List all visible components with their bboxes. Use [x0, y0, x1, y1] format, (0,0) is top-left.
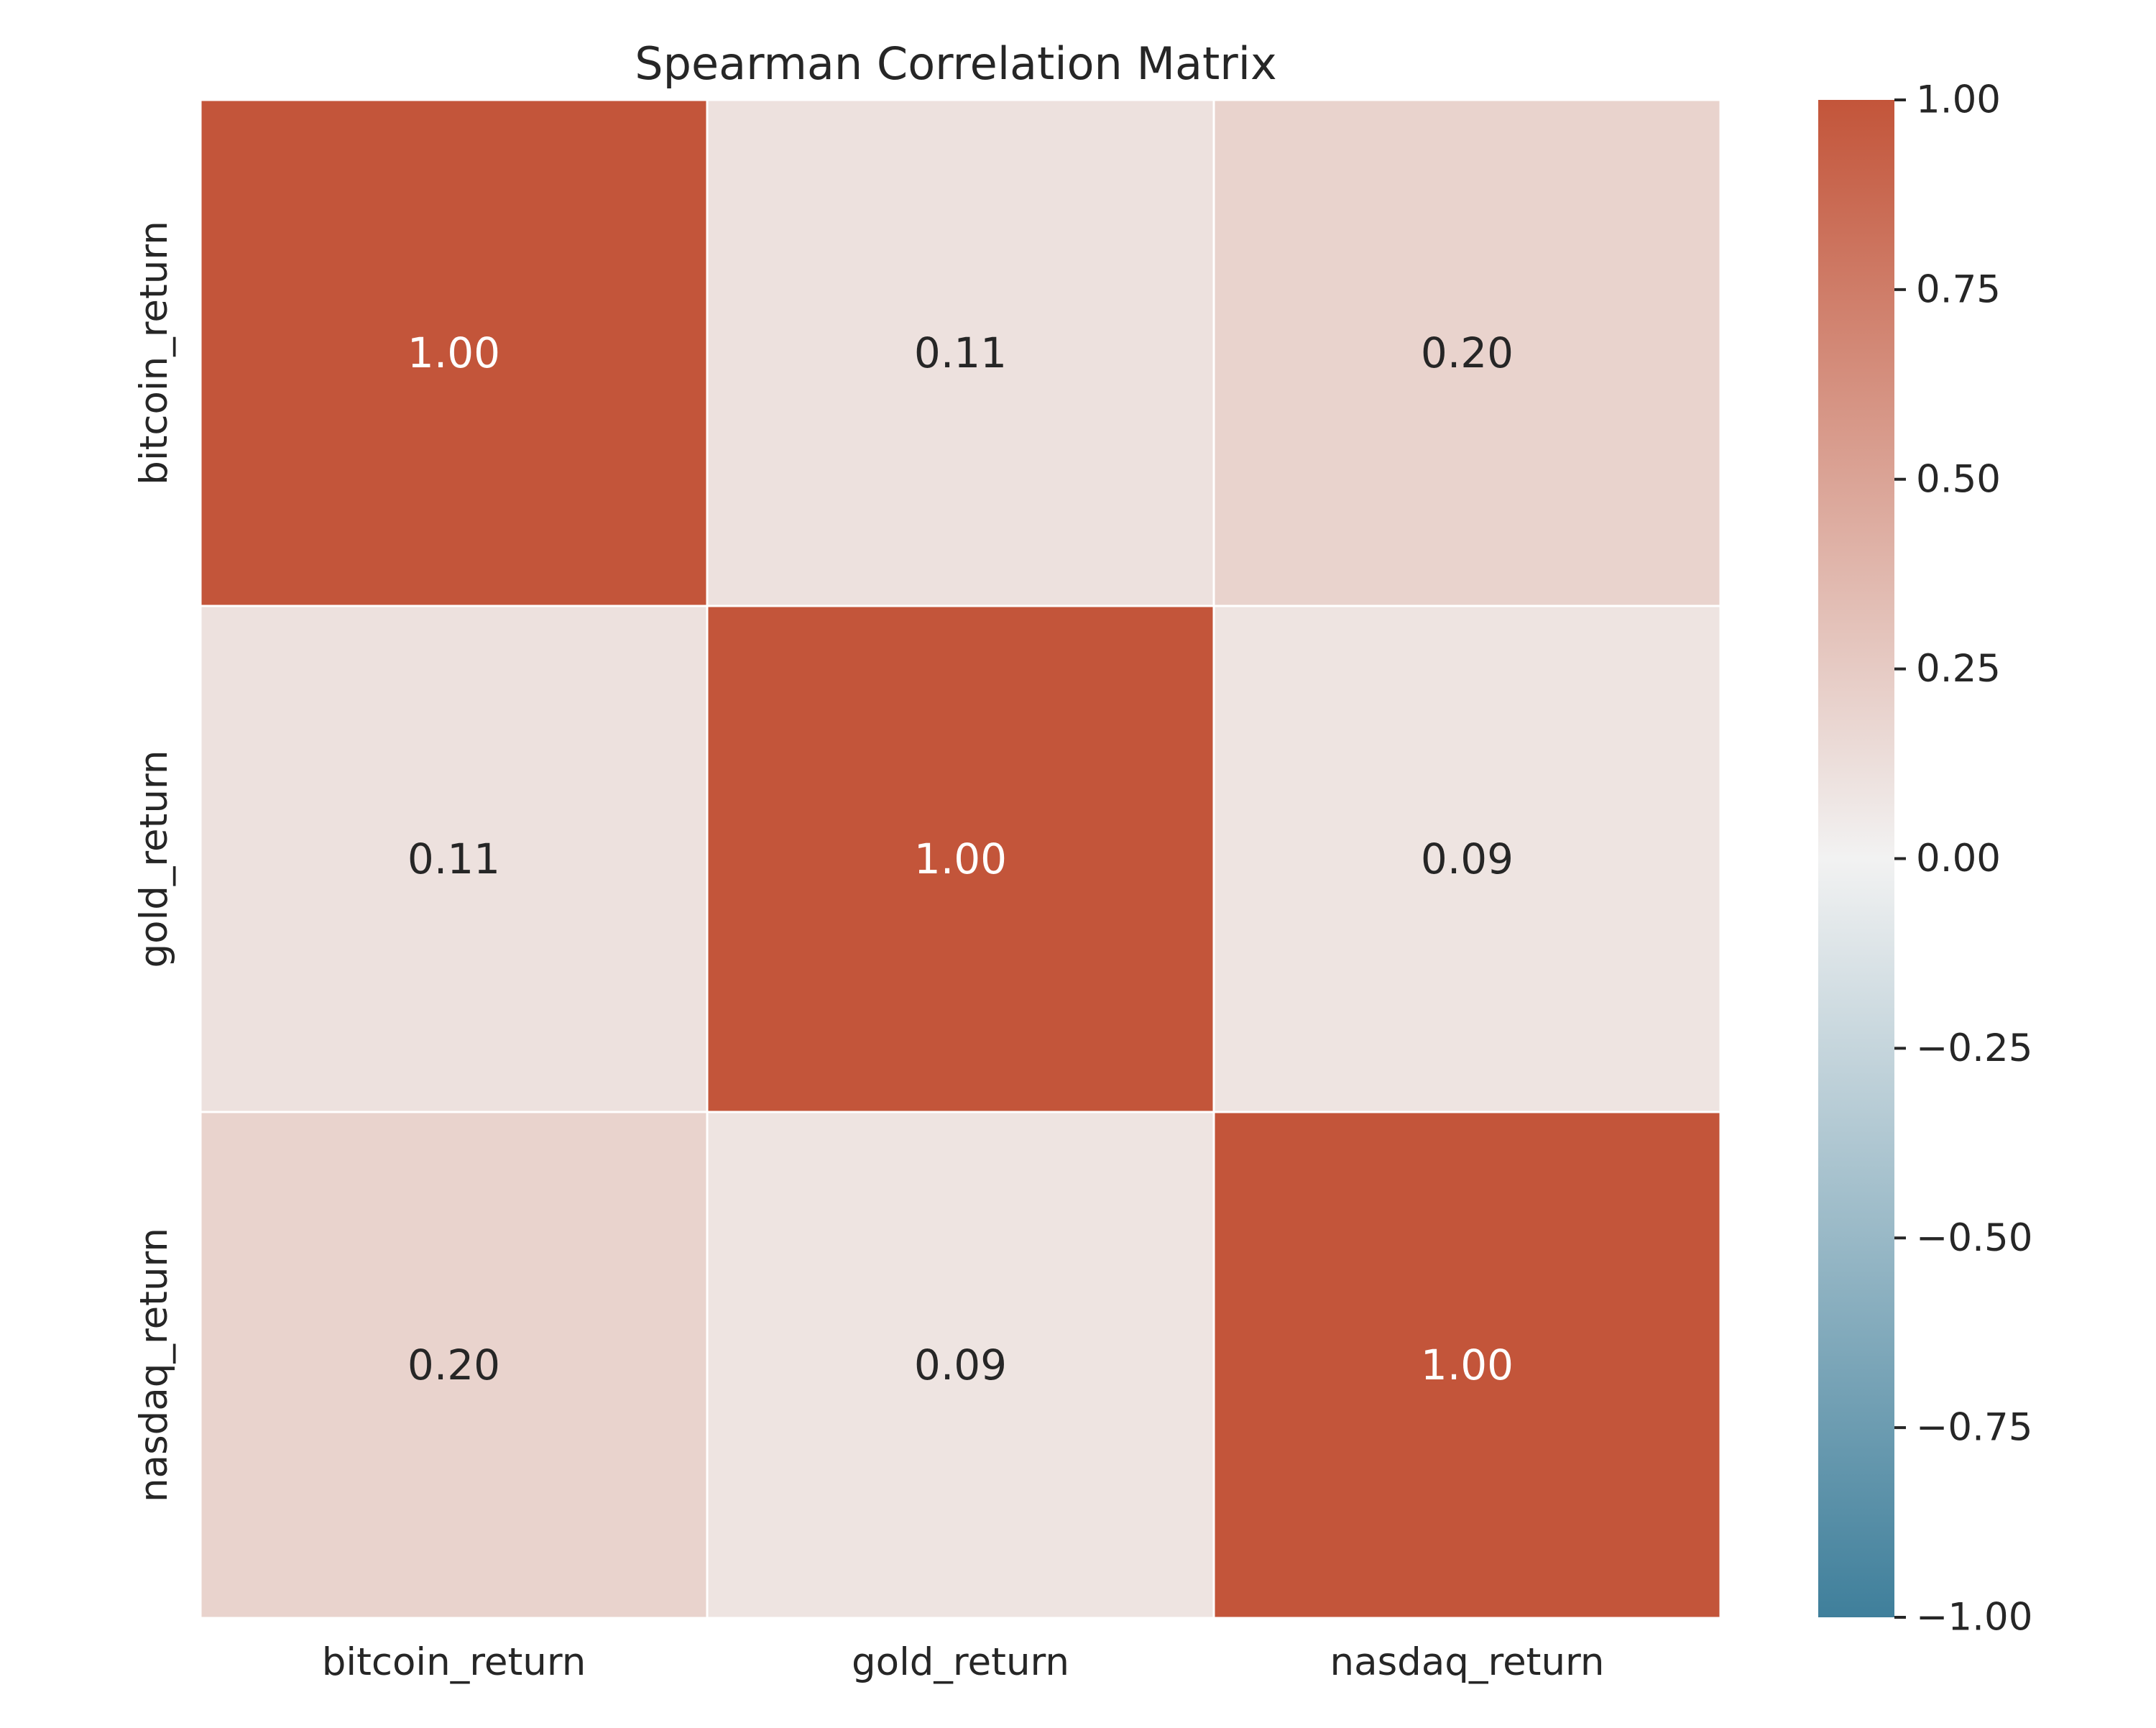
colorbar-tick-label: −0.75 [1916, 1406, 2032, 1450]
colorbar-tick-label: −0.50 [1916, 1216, 2032, 1260]
y-tick-label: gold_return [132, 750, 176, 968]
colorbar-tick-label: 0.25 [1916, 647, 2001, 691]
x-tick-label: bitcoin_return [322, 1640, 586, 1684]
x-tick-labels: bitcoin_return gold_return nasdaq_return [322, 1640, 1605, 1684]
colorbar-tick-label: 0.00 [1916, 837, 2001, 881]
cell-value-label: 0.11 [407, 835, 500, 883]
y-tick-label: bitcoin_return [132, 221, 176, 485]
colorbar-tick-label: −1.00 [1916, 1596, 2032, 1640]
chart-title: Spearman Correlation Matrix [635, 37, 1276, 90]
cell-value-label: 0.11 [914, 328, 1007, 377]
cell-value-label: 0.09 [1421, 835, 1514, 883]
x-tick-label: gold_return [852, 1640, 1069, 1684]
heatmap-cell [199, 605, 709, 1113]
cell-value-label: 0.20 [1421, 328, 1514, 377]
colorbar-gradient-bar [1818, 100, 1894, 1617]
colorbar-tick-label: 0.75 [1916, 267, 2001, 311]
heatmap-cell [706, 605, 1215, 1113]
y-tick-labels: bitcoin_return gold_return nasdaq_return [132, 221, 176, 1502]
heatmap-cell [1212, 98, 1722, 607]
cell-value-label: 1.00 [914, 835, 1007, 883]
heatmap-cell [1212, 605, 1722, 1113]
cell-value-label: 0.09 [914, 1341, 1007, 1389]
heatmap-cell [1212, 1111, 1722, 1619]
cell-value-label: 1.00 [1421, 1341, 1514, 1389]
colorbar-tick-label: 0.50 [1916, 457, 2001, 501]
y-tick-label: nasdaq_return [132, 1228, 176, 1502]
heatmap-cell [706, 1111, 1215, 1619]
cell-value-label: 0.20 [407, 1341, 500, 1389]
colorbar-tick-label: −0.25 [1916, 1026, 2032, 1070]
cell-value-label: 1.00 [407, 328, 500, 377]
heatmap-cell [199, 1111, 709, 1619]
heatmap-cell [706, 98, 1215, 607]
colorbar-tick-label: 1.00 [1916, 78, 2001, 122]
x-tick-label: nasdaq_return [1330, 1640, 1605, 1684]
heatmap-cell [199, 98, 709, 607]
heatmap-cells: 1.00 0.11 0.20 0.11 1.00 0.09 0.20 0.09 1.00 [199, 98, 1722, 1619]
colorbar: 1.00 0.75 0.50 0.25 0.00 −0.25 −0.50 −0.75 −1.00 [1818, 78, 2032, 1640]
